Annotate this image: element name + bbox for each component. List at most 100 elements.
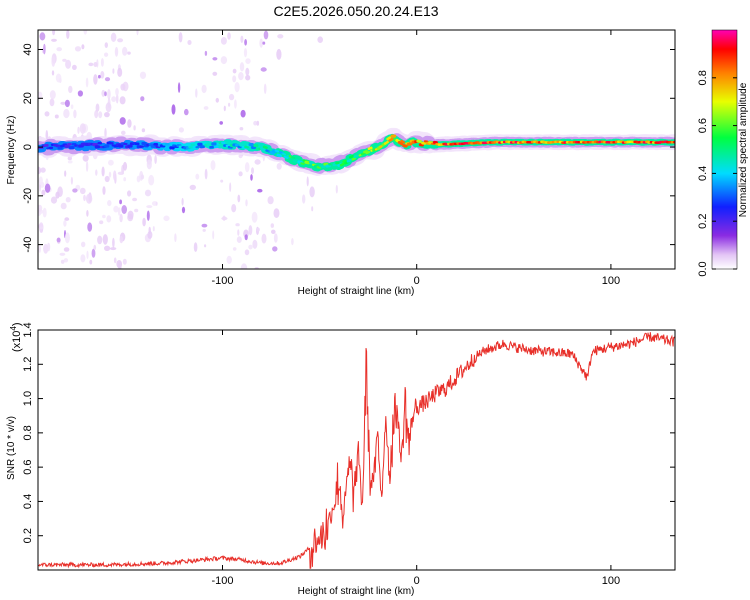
spectrogram-noise-blob — [67, 160, 73, 164]
spectrogram-noise-blob — [212, 230, 215, 240]
spectrogram-noise-blob — [113, 257, 117, 264]
spectrogram-noise-blob — [85, 161, 89, 172]
spectrogram-noise-blob — [55, 191, 60, 199]
spectrogram-noise-blob — [44, 183, 51, 193]
spectrogram-noise-blob — [113, 205, 119, 213]
snr-frame — [37, 329, 676, 571]
spectrogram-noise-blob — [245, 67, 250, 76]
spectrogram-noise-blob — [244, 234, 248, 241]
spectrogram-noise-blob — [146, 205, 153, 209]
spectrogram-noise-blob — [60, 259, 65, 264]
spectrogram-noise-blob — [267, 196, 274, 205]
spectrogram-noise-blob — [104, 245, 111, 251]
spectrogram-noise-blob — [38, 204, 43, 212]
spectrogram-noise-blob — [261, 233, 267, 244]
spectrogram-noise-blob — [148, 174, 155, 186]
spectrogram-noise-blob — [220, 179, 224, 183]
snr-scale-label: (x104) — [9, 322, 23, 352]
spectrogram-noise-blob — [104, 127, 107, 139]
spectrogram-ridge-segment — [349, 154, 354, 159]
spectrogram-noise-blob — [229, 182, 232, 192]
spectrogram-noise-blob — [117, 38, 124, 43]
spectrogram-ridge-segment — [363, 149, 368, 154]
spectrogram-noise-blob — [238, 171, 243, 177]
spectrogram-noise-blob — [240, 35, 244, 43]
spectrogram-frame — [37, 29, 676, 270]
spectrogram-noise-blob — [121, 130, 126, 135]
spectrogram-noise-blob — [262, 41, 266, 45]
spectrogram-noise-blob — [140, 174, 145, 180]
spectrogram-noise-blob — [114, 46, 119, 57]
spectrogram-noise-blob — [163, 215, 170, 222]
spectrogram-noise-blob — [276, 163, 282, 170]
spectrogram-noise-blob — [201, 84, 207, 94]
spectrogram-noise-blob — [195, 173, 200, 180]
spectrogram-noise-blob — [256, 227, 260, 232]
spectrogram-ridge-segment — [274, 149, 280, 153]
spectrogram-noise-blob — [62, 58, 67, 62]
spectrogram-noise-blob — [248, 225, 253, 236]
spectrogram-noise-blob — [234, 82, 240, 93]
spectrogram-noise-blob — [115, 88, 119, 96]
spectrogram-noise-blob — [43, 243, 49, 254]
spectrogram-noise-blob — [107, 200, 112, 207]
spectrogram-noise-blob — [72, 64, 77, 70]
spectrogram-noise-blob — [117, 67, 123, 77]
spectrogram-noise-blob — [63, 108, 70, 119]
spectrogram-noise-blob — [100, 71, 105, 79]
spectrogram-noise-blob — [189, 184, 196, 190]
spectrogram-ridge-segment — [386, 136, 392, 141]
spectrogram-noise-blob — [51, 38, 57, 42]
spectrogram-noise-blob — [110, 32, 117, 42]
spectrogram-noise-blob — [133, 125, 136, 131]
spectrogram-noise-blob — [226, 255, 232, 264]
spectrogram-ridge-segment — [292, 159, 299, 164]
spectrogram-noise-blob — [117, 261, 122, 269]
spectrogram-noise-blob — [120, 83, 126, 91]
spectrogram-noise-blob — [41, 189, 46, 196]
spectrogram-noise-blob — [74, 46, 82, 52]
spectrogram-noise-blob — [47, 242, 51, 252]
spectrogram-ridge-segment — [346, 158, 352, 163]
spectrogram-noise-blob — [263, 83, 267, 95]
spectrogram-noise-blob — [244, 249, 250, 256]
spectrogram-noise-blob — [56, 237, 61, 243]
spectrogram-noise-blob — [132, 197, 138, 202]
spectrogram-noise-blob — [70, 176, 73, 185]
spectrogram-noise-blob — [335, 184, 338, 194]
spectrogram-ridge-segment — [291, 156, 296, 159]
spectrogram-xtick-label: -100 — [211, 275, 233, 287]
spectrogram-noise-blob — [117, 171, 125, 175]
spectrogram-noise-blob — [98, 74, 101, 79]
colorbar-tick-label: 0.0 — [697, 261, 709, 276]
colorbar-tick-label: 0.6 — [697, 118, 709, 133]
spectrogram-noise-blob — [119, 213, 123, 223]
spectrogram-noise-blob — [112, 237, 115, 248]
spectrogram-noise-blob — [127, 190, 132, 197]
spectrogram-ridge-segment — [260, 147, 266, 152]
colorbar-tick-label: 0.2 — [697, 214, 709, 229]
spectrogram-noise-blob — [101, 166, 105, 177]
spectrogram-noise-blob — [195, 88, 198, 98]
spectrogram-noise-blob — [309, 186, 315, 198]
spectrogram-noise-blob — [181, 197, 184, 206]
spectrogram-noise-blob — [38, 245, 42, 253]
spectrogram-noise-blob — [254, 159, 261, 165]
snr-ytick-label: 0.2 — [22, 528, 34, 543]
spectrogram-noise-blob — [251, 211, 258, 223]
spectrogram-noise-blob — [127, 210, 134, 220]
spectrogram-ridge-segment — [388, 137, 394, 142]
spectrogram-ridge-segment — [300, 162, 305, 165]
spectrogram-noise-blob — [227, 32, 231, 40]
spectrogram-ridge-segment — [351, 157, 357, 161]
spectrogram-noise-blob — [64, 99, 70, 108]
spectrogram-noise-blob — [93, 244, 97, 251]
spectrogram-noise-blob — [119, 96, 126, 105]
spectrogram-noise-blob — [317, 36, 324, 43]
spectrogram-noise-blob — [272, 246, 278, 252]
spectrogram-noise-blob — [59, 252, 66, 256]
spectrogram-noise-blob — [243, 48, 248, 58]
spectrogram-noise-blob — [112, 68, 115, 74]
spectrogram-ridge-segment — [281, 152, 286, 156]
spectrogram-noise-blob — [122, 161, 128, 171]
